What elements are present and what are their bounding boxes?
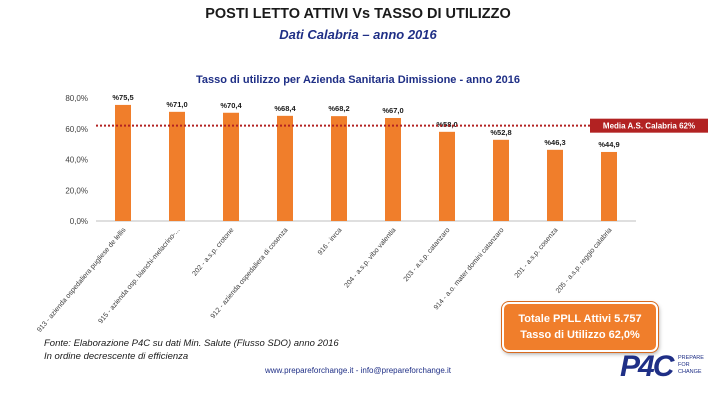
y-tick-label: 20,0% [65, 186, 88, 195]
category-label: 204 - a.s.p. vibo valentia [343, 227, 397, 290]
data-label: %75,5 [112, 93, 133, 102]
mean-label: Media A.S. Calabria 62% [603, 122, 695, 131]
bar [439, 131, 455, 221]
data-label: %52,8 [490, 128, 511, 137]
category-label: 916 - inrca [317, 227, 344, 257]
chart-title: Tasso di utilizzo per Azienda Sanitaria … [196, 74, 520, 86]
category-label: 203 - a.s.p. catanzaro [403, 227, 452, 283]
category-label: 201 - a.s.p. cosenza [514, 227, 560, 280]
footer-links[interactable]: www.prepareforchange.it - info@preparefo… [265, 366, 451, 375]
data-label: %58,0 [436, 120, 457, 129]
page-title: POSTI LETTO ATTIVI Vs TASSO DI UTILIZZO [205, 6, 511, 22]
y-tick-label: 40,0% [65, 156, 88, 165]
bar [601, 151, 617, 221]
logo-mark: P4C [620, 350, 674, 383]
order-note: In ordine decrescente di efficienza [44, 351, 189, 362]
data-label: %46,3 [544, 138, 565, 147]
logo-tagline-3: CHANGE [678, 369, 702, 375]
data-label: %68,4 [274, 104, 296, 113]
source-note: Fonte: Elaborazione P4C su dati Min. Sal… [44, 337, 339, 363]
bar [547, 149, 563, 221]
mean-label-box [590, 118, 708, 133]
page-subtitle: Dati Calabria – anno 2016 [279, 27, 437, 42]
category-label: 913 - azienda ospedaliera pugliese de le… [36, 226, 128, 333]
data-label: %71,0 [166, 100, 187, 109]
logo-tagline-2: FOR [678, 362, 690, 368]
category-label: 202 - a.s.p. crotone [191, 227, 235, 278]
data-label: %67,0 [382, 106, 403, 115]
bar [493, 139, 509, 221]
summary-box: Totale PPLL Attivi 5.757 Tasso di Utiliz… [502, 302, 658, 352]
summary-rate: Tasso di Utilizzo 62,0% [520, 329, 640, 341]
category-label: 205 - a.s.p. reggio calabria [555, 227, 614, 295]
y-tick-label: 80,0% [65, 94, 88, 103]
bar [277, 115, 293, 221]
bar [169, 111, 185, 221]
p4c-logo: P4C PREPARE FOR CHANGE [620, 350, 710, 390]
logo-tagline: PREPARE FOR CHANGE [678, 355, 704, 376]
source-line: Fonte: Elaborazione P4C su dati Min. Sal… [44, 338, 339, 349]
y-tick-label: 60,0% [65, 125, 88, 134]
bar [115, 104, 131, 221]
data-label: %70,4 [220, 101, 242, 110]
bar [223, 112, 239, 221]
summary-total: Totale PPLL Attivi 5.757 [518, 313, 642, 325]
bar [385, 117, 401, 221]
data-label: %44,9 [598, 140, 619, 149]
logo-tagline-1: PREPARE [678, 355, 704, 361]
y-tick-label: 0,0% [70, 217, 88, 226]
bar [331, 116, 347, 221]
data-label: %68,2 [328, 104, 349, 113]
